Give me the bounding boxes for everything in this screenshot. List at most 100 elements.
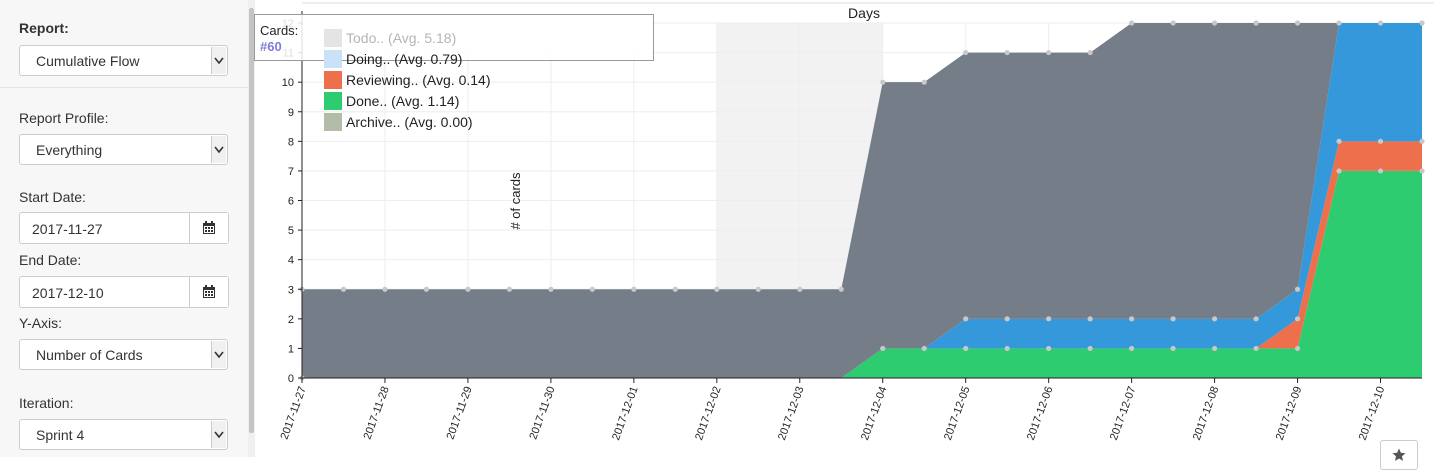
data-point-doing (1129, 316, 1135, 322)
data-point-done (1294, 345, 1301, 352)
legend-swatch (324, 71, 342, 89)
legend-label: Doing.. (Avg. 0.79) (346, 51, 463, 67)
y-tick-label: 10 (282, 77, 294, 89)
end-date-label: End Date: (19, 252, 82, 268)
x-tick-label: 2017-11-30 (527, 385, 557, 441)
data-point-done (1046, 345, 1052, 352)
chevron-down-icon (211, 47, 226, 74)
chevron-down-icon (211, 136, 226, 163)
data-point-other (921, 79, 927, 85)
data-point-done (1336, 168, 1342, 174)
data-point-done (880, 345, 886, 352)
iteration-select[interactable]: Sprint 4 (19, 419, 228, 450)
y-axis-label: # of cards (508, 172, 523, 230)
data-point-doing (1046, 316, 1052, 322)
cumulative-flow-chart: 01234567891011122017-11-272017-11-282017… (279, 2, 1434, 442)
data-point-other (714, 286, 720, 292)
report-select[interactable]: Cumulative Flow (19, 45, 228, 76)
legend-swatch (324, 113, 342, 131)
x-tick-label: 2017-12-05 (942, 385, 973, 442)
data-point-done (921, 345, 927, 352)
data-point-other (506, 286, 513, 292)
data-point-reviewing (1336, 138, 1342, 144)
chart-tooltip: Cards: #60 (254, 14, 654, 61)
end-date-value: 2017-12-10 (32, 285, 104, 301)
x-tick-label: 2017-11-29 (445, 385, 475, 441)
y-tick-label: 7 (288, 166, 294, 178)
iteration-value: Sprint 4 (36, 427, 85, 443)
x-tick-label: 2017-12-06 (1025, 385, 1056, 442)
data-point-doing (1253, 316, 1259, 322)
data-point-other (1294, 20, 1301, 26)
point-layer (299, 20, 1425, 381)
y-tick-label: 9 (288, 107, 294, 119)
data-point-reviewing (1377, 138, 1384, 144)
data-point-other (589, 286, 595, 292)
data-point-done (1004, 345, 1010, 352)
y-tick-label: 0 (288, 373, 294, 385)
y-tick-label: 3 (288, 284, 294, 296)
data-point-other (672, 286, 678, 292)
data-point-done (1377, 168, 1384, 174)
data-point-other (797, 286, 803, 292)
x-tick-label: 2017-12-03 (776, 385, 807, 442)
series-area-done (302, 170, 1422, 378)
data-point-doing (1170, 316, 1176, 322)
data-point-other (423, 286, 430, 292)
data-point-doing (1336, 20, 1342, 26)
data-point-done (1129, 345, 1135, 352)
data-point-other (1004, 49, 1010, 56)
data-point-other (631, 286, 637, 292)
legend-label: Todo.. (Avg. 5.18) (346, 30, 457, 46)
calendar-icon[interactable] (189, 213, 228, 243)
tooltip-label: Cards: (260, 23, 299, 38)
data-point-other (880, 79, 886, 85)
data-point-doing (1004, 316, 1010, 322)
data-point-other (1046, 49, 1052, 56)
data-point-doing (963, 316, 969, 322)
data-point-doing (1211, 316, 1218, 322)
data-point-other (1211, 20, 1218, 26)
report-sidebar: Report: Cumulative Flow Report Profile: … (0, 0, 249, 457)
end-date-input[interactable]: 2017-12-10 (19, 276, 229, 308)
data-point-done (963, 345, 969, 352)
data-point-other (1253, 20, 1259, 26)
data-point-reviewing (1419, 138, 1425, 144)
legend-label: Reviewing.. (Avg. 0.14) (346, 72, 491, 88)
x-tick-label: 2017-12-01 (610, 385, 641, 442)
data-point-other (838, 286, 844, 292)
area-layer (302, 23, 1422, 378)
legend-label: Archive.. (Avg. 0.00) (346, 114, 473, 130)
x-tick-label: 2017-12-10 (1357, 385, 1388, 442)
data-point-other (382, 286, 388, 292)
x-tick-label: 2017-12-04 (859, 385, 890, 442)
chevron-down-icon (211, 421, 226, 448)
chevron-down-icon (211, 341, 226, 368)
legend-label: Done.. (Avg. 1.14) (346, 93, 460, 109)
data-point-other (548, 286, 554, 292)
report-profile-label: Report Profile: (19, 110, 109, 126)
x-tick-label: 2017-11-27 (279, 385, 309, 441)
favorite-button[interactable] (1380, 440, 1418, 470)
data-point-done (1211, 345, 1218, 352)
report-profile-select[interactable]: Everything (19, 134, 228, 165)
y-tick-label: 8 (288, 136, 294, 148)
x-tick-label: 2017-12-09 (1274, 385, 1305, 442)
data-point-doing (1294, 286, 1301, 292)
sidebar-scrollbar-thumb[interactable] (249, 8, 254, 433)
report-label: Report: (19, 20, 69, 36)
legend-swatch (324, 50, 342, 68)
data-point-done (1253, 345, 1259, 352)
data-point-done (1170, 345, 1176, 352)
legend-swatch (324, 29, 342, 47)
calendar-icon[interactable] (189, 277, 228, 307)
legend-swatch (324, 92, 342, 110)
start-date-input[interactable]: 2017-11-27 (19, 212, 229, 244)
data-point-other (340, 286, 347, 292)
series-area-other (302, 23, 1422, 378)
data-point-doing (1087, 316, 1093, 322)
sidebar-divider (0, 87, 248, 88)
y-axis-select[interactable]: Number of Cards (19, 339, 228, 370)
y-axis-value: Number of Cards (36, 347, 143, 363)
x-tick-label: 2017-12-07 (1108, 385, 1139, 442)
